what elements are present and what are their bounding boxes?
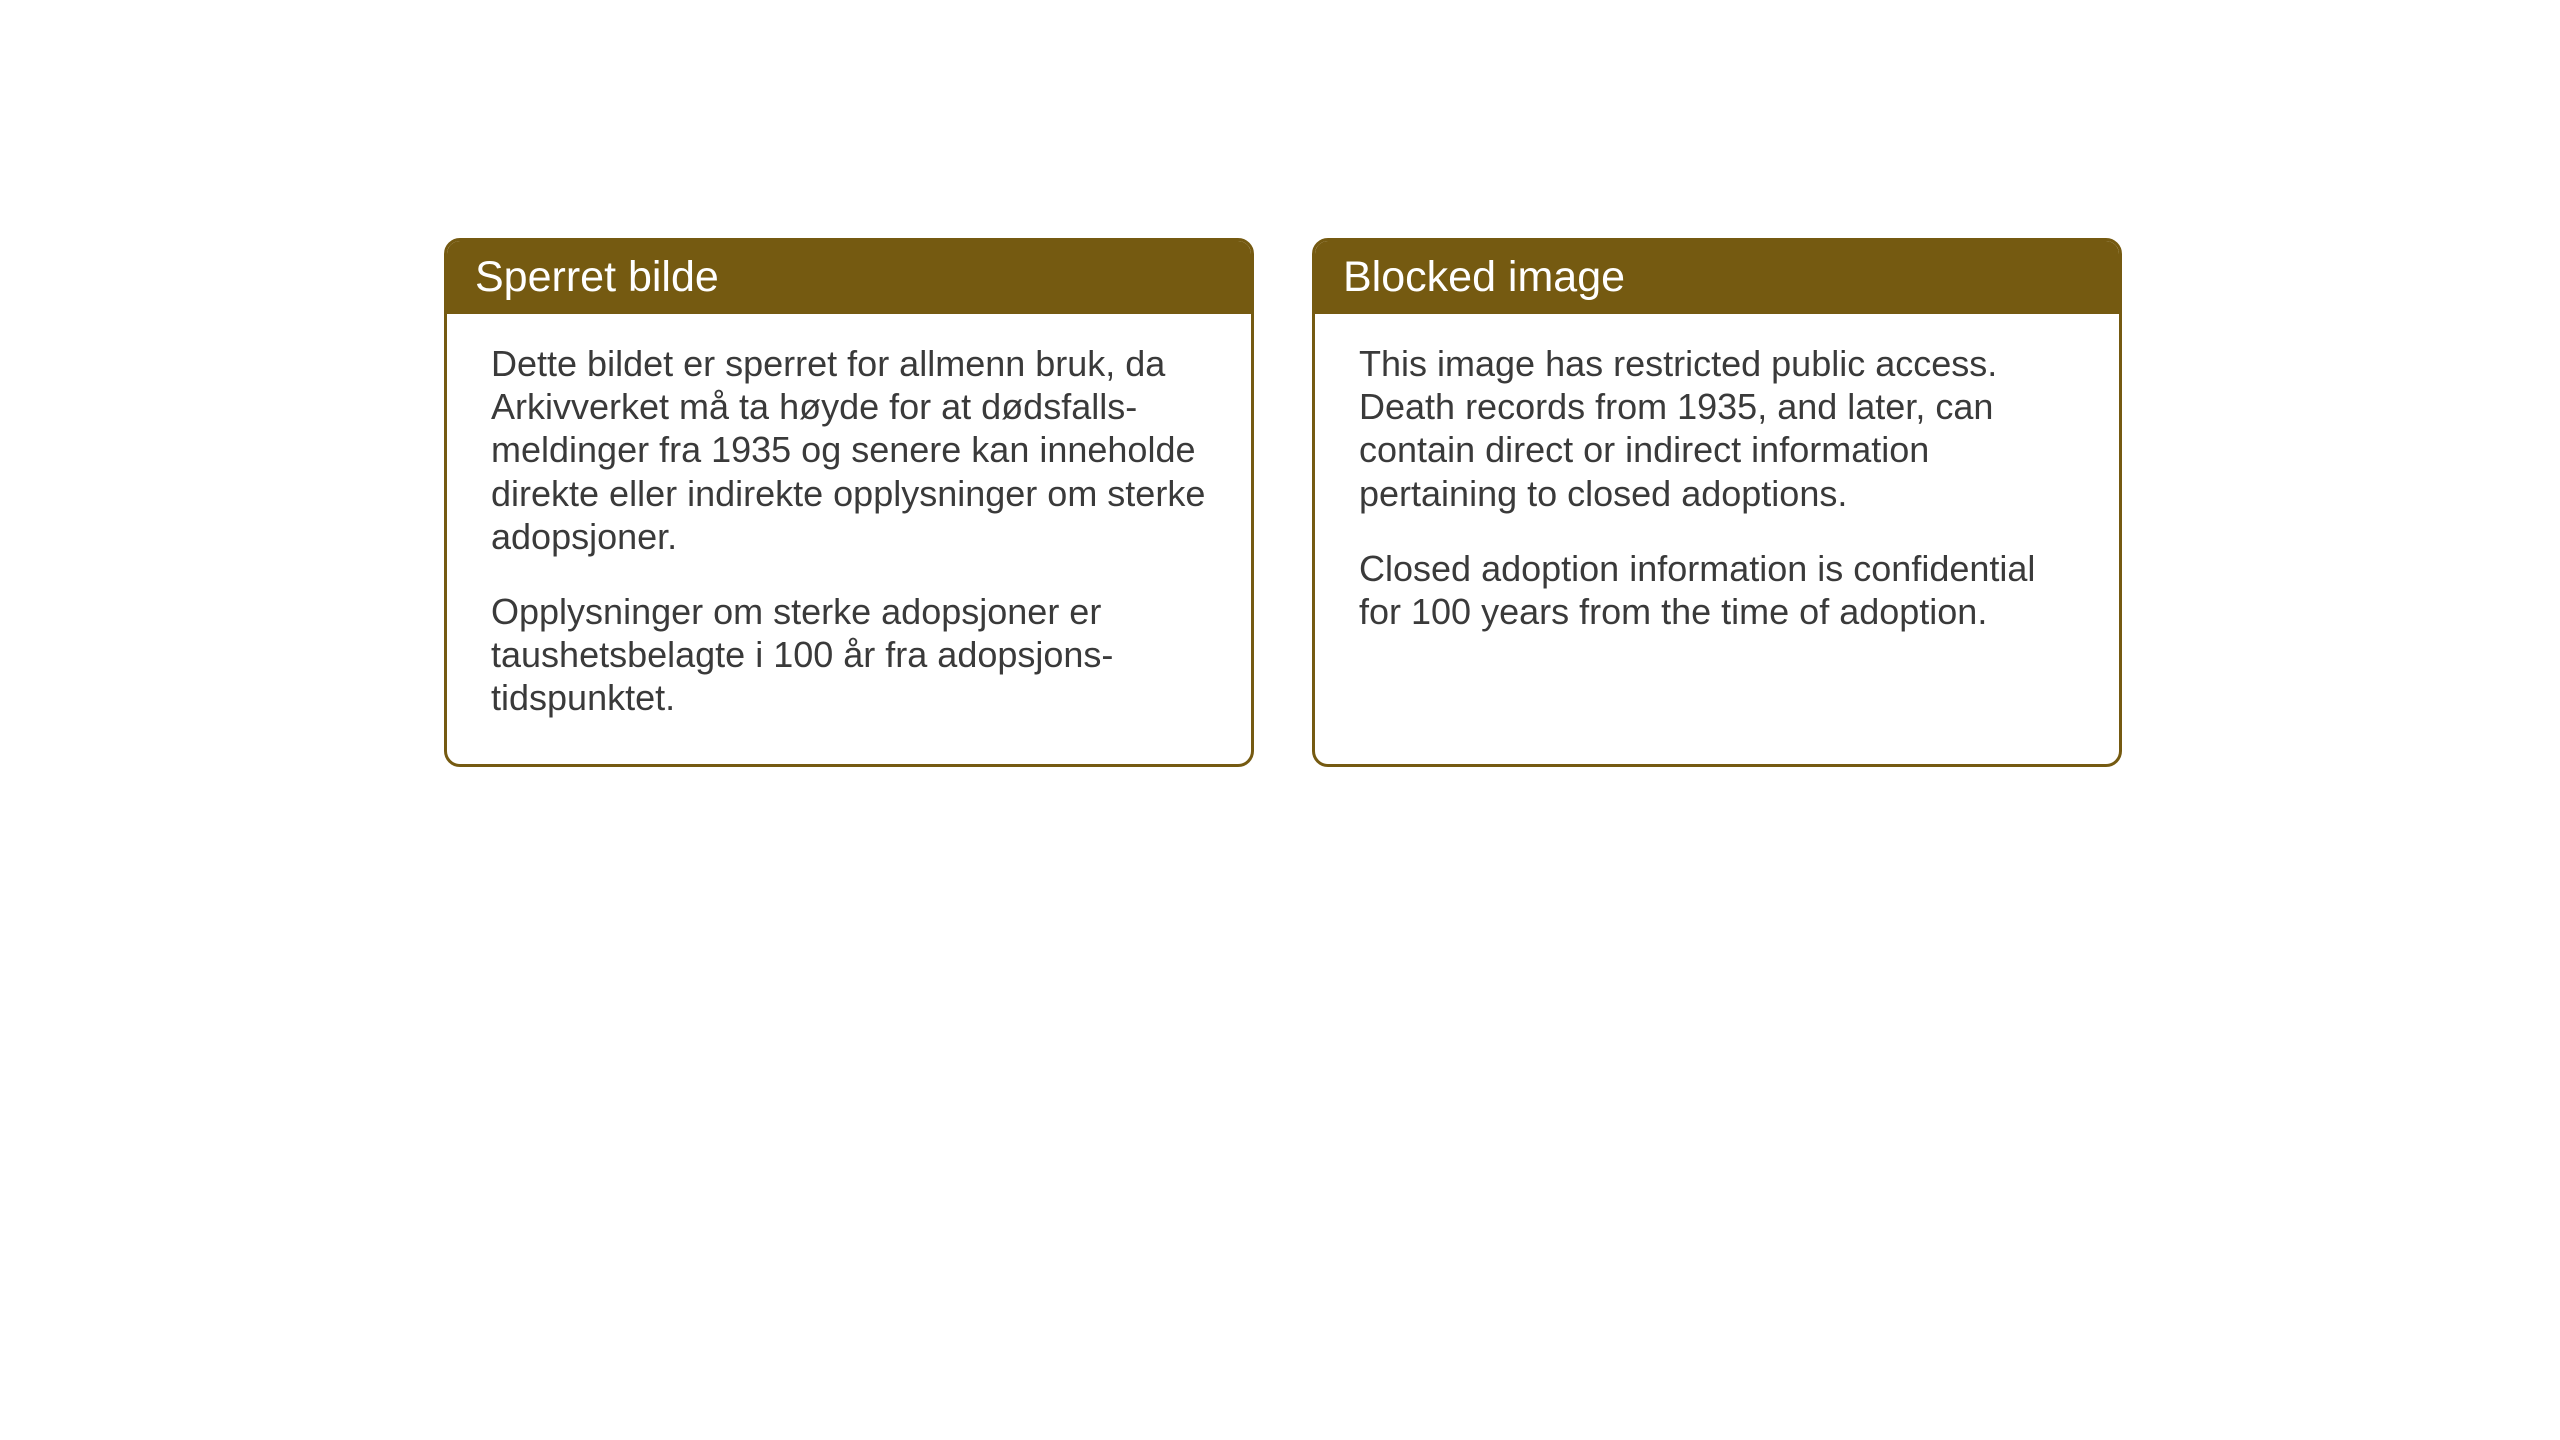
card-english: Blocked image This image has restricted …	[1312, 238, 2122, 767]
card-title-norwegian: Sperret bilde	[475, 253, 719, 301]
card-body-norwegian: Dette bildet er sperret for allmenn bruk…	[447, 314, 1251, 764]
card-header-norwegian: Sperret bilde	[447, 241, 1251, 314]
card-paragraph1-english: This image has restricted public access.…	[1359, 342, 2075, 515]
card-norwegian: Sperret bilde Dette bildet er sperret fo…	[444, 238, 1254, 767]
card-paragraph1-norwegian: Dette bildet er sperret for allmenn bruk…	[491, 342, 1207, 558]
card-paragraph2-norwegian: Opplysninger om sterke adopsjoner er tau…	[491, 590, 1207, 720]
card-header-english: Blocked image	[1315, 241, 2119, 314]
cards-container: Sperret bilde Dette bildet er sperret fo…	[444, 238, 2122, 767]
card-paragraph2-english: Closed adoption information is confident…	[1359, 547, 2075, 633]
card-body-english: This image has restricted public access.…	[1315, 314, 2119, 677]
card-title-english: Blocked image	[1343, 253, 1625, 301]
